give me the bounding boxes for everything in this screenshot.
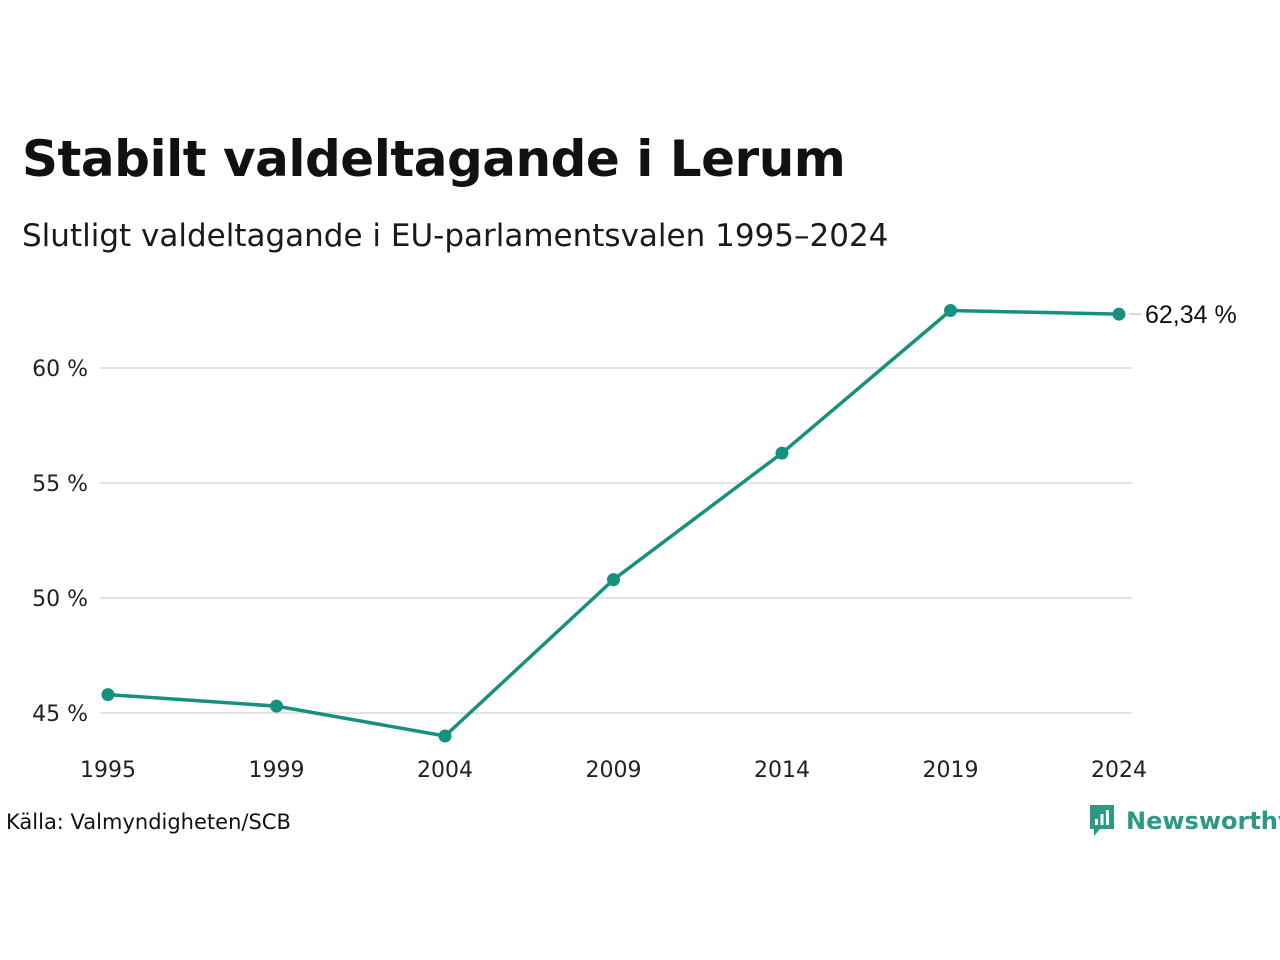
- x-tick-label: 2004: [417, 758, 473, 783]
- source-note: Källa: Valmyndigheten/SCB: [6, 810, 291, 834]
- series-line-path: [106, 308, 1121, 738]
- y-axis-ticks: 45 % 50 % 55 % 60 %: [32, 357, 88, 727]
- x-axis-ticks: 1995 1999 2004 2009 2014 2019 2024: [80, 758, 1147, 783]
- data-point: [438, 729, 452, 743]
- data-point: [944, 304, 957, 317]
- y-tick-label: 55 %: [32, 472, 88, 497]
- chart-title: Stabilt valdeltagande i Lerum: [22, 130, 846, 188]
- x-tick-label: 1995: [80, 758, 136, 783]
- x-tick-label: 1999: [249, 758, 305, 783]
- data-labels: 62,34 %: [1129, 301, 1237, 329]
- data-point: [775, 446, 789, 460]
- gridlines: [100, 367, 1132, 714]
- data-point: [270, 699, 283, 713]
- x-tick-label: 2019: [923, 758, 979, 783]
- x-tick-label: 2014: [754, 758, 810, 783]
- newsworthy-logo-icon: [1090, 805, 1114, 836]
- end-value-label: 62,34 %: [1145, 301, 1237, 329]
- data-point: [1112, 307, 1126, 321]
- data-point: [101, 688, 115, 702]
- brand-logo: Newsworthy: [1088, 803, 1280, 839]
- y-tick-label: 60 %: [32, 357, 88, 382]
- data-point: [607, 573, 620, 587]
- y-tick-label: 45 %: [32, 702, 88, 727]
- chart-subtitle: Slutligt valdeltagande i EU-parlamentsva…: [22, 218, 889, 254]
- y-tick-label: 50 %: [32, 587, 88, 612]
- brand-name: Newsworthy: [1126, 807, 1280, 835]
- series-line: [106, 308, 1121, 738]
- x-tick-label: 2024: [1091, 758, 1147, 783]
- x-tick-label: 2009: [586, 758, 642, 783]
- series-points: [101, 304, 1126, 743]
